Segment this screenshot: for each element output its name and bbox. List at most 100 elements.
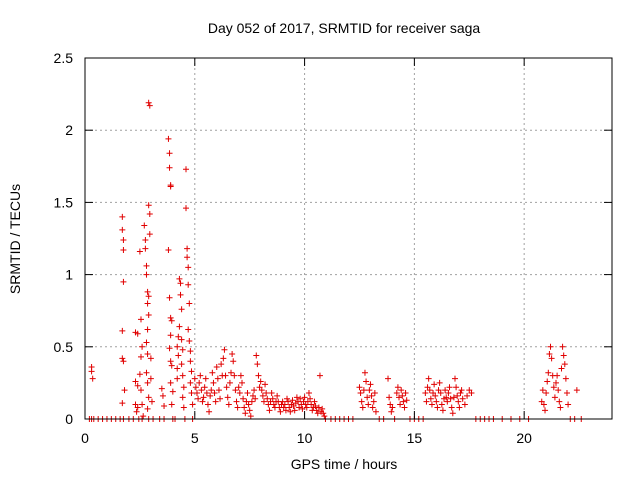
- data-point: [119, 355, 126, 362]
- data-point: [197, 372, 204, 379]
- data-point: [222, 372, 229, 379]
- data-point: [167, 314, 174, 321]
- data-point: [159, 392, 166, 399]
- data-point: [557, 404, 564, 411]
- data-point: [446, 384, 453, 391]
- data-point: [398, 387, 405, 394]
- data-point: [401, 404, 408, 411]
- data-point: [175, 352, 182, 359]
- data-point: [226, 379, 233, 386]
- data-point: [187, 358, 194, 365]
- data-point: [143, 339, 150, 346]
- data-point: [254, 361, 261, 368]
- data-point: [319, 405, 326, 412]
- data-point: [542, 407, 549, 414]
- data-point: [228, 369, 235, 376]
- data-point: [178, 306, 185, 313]
- data-point: [320, 410, 327, 417]
- data-point: [400, 398, 407, 405]
- data-point: [144, 300, 151, 307]
- data-point: [299, 405, 306, 412]
- data-point: [230, 358, 237, 365]
- data-point: [186, 338, 193, 345]
- data-point: [241, 404, 248, 411]
- x-tick-label: 5: [191, 430, 199, 446]
- data-point: [269, 395, 276, 402]
- data-point: [168, 317, 175, 324]
- data-point: [364, 394, 371, 401]
- data-point: [321, 413, 328, 420]
- data-point: [158, 385, 165, 392]
- data-point: [145, 293, 152, 300]
- data-point: [432, 392, 439, 399]
- data-point: [443, 394, 450, 401]
- data-point: [454, 392, 461, 399]
- data-point: [167, 332, 174, 339]
- data-point: [137, 316, 144, 323]
- data-point: [195, 395, 202, 402]
- data-point: [445, 390, 452, 397]
- data-point: [134, 382, 141, 389]
- data-point: [146, 102, 153, 109]
- data-point: [539, 387, 546, 394]
- data-point: [134, 330, 141, 337]
- data-point: [559, 343, 566, 350]
- data-point: [363, 378, 370, 385]
- data-point: [146, 231, 153, 238]
- data-point: [303, 404, 310, 411]
- data-point: [285, 398, 292, 405]
- data-point: [187, 379, 194, 386]
- data-point: [281, 401, 288, 408]
- data-point: [189, 401, 196, 408]
- data-point: [357, 390, 364, 397]
- data-point: [179, 346, 186, 353]
- data-point: [456, 404, 463, 411]
- data-point: [461, 401, 468, 408]
- data-point: [361, 369, 368, 376]
- data-point: [442, 387, 449, 394]
- data-point: [260, 398, 267, 405]
- data-point: [120, 236, 127, 243]
- data-point: [169, 388, 176, 395]
- data-point: [209, 369, 216, 376]
- data-point: [551, 394, 558, 401]
- data-point: [166, 150, 173, 157]
- data-point: [174, 365, 181, 372]
- data-point: [396, 394, 403, 401]
- data-point: [316, 372, 323, 379]
- x-tick-label: 20: [516, 430, 532, 446]
- data-point: [455, 398, 462, 405]
- data-point: [358, 398, 365, 405]
- data-point: [253, 352, 260, 359]
- data-point: [246, 407, 253, 414]
- data-point: [177, 280, 184, 287]
- data-point: [403, 397, 410, 404]
- data-point: [447, 395, 454, 402]
- data-point: [438, 401, 445, 408]
- data-point: [366, 387, 373, 394]
- data-point: [573, 387, 580, 394]
- data-point: [217, 395, 224, 402]
- data-point: [136, 371, 143, 378]
- data-point: [453, 384, 460, 391]
- data-point: [264, 395, 271, 402]
- data-point: [167, 183, 174, 190]
- data-point: [237, 372, 244, 379]
- data-point: [291, 407, 298, 414]
- data-point: [120, 278, 127, 285]
- data-point: [144, 379, 151, 386]
- data-point: [144, 288, 151, 295]
- data-point: [458, 387, 465, 394]
- data-point: [120, 247, 127, 254]
- data-point: [225, 401, 232, 408]
- data-point: [386, 394, 393, 401]
- data-point: [248, 398, 255, 405]
- data-point: [370, 398, 377, 405]
- data-point: [556, 398, 563, 405]
- data-point: [223, 384, 230, 391]
- x-tick-label: 15: [407, 430, 423, 446]
- data-point: [193, 390, 200, 397]
- data-point: [277, 408, 284, 415]
- data-point: [450, 394, 457, 401]
